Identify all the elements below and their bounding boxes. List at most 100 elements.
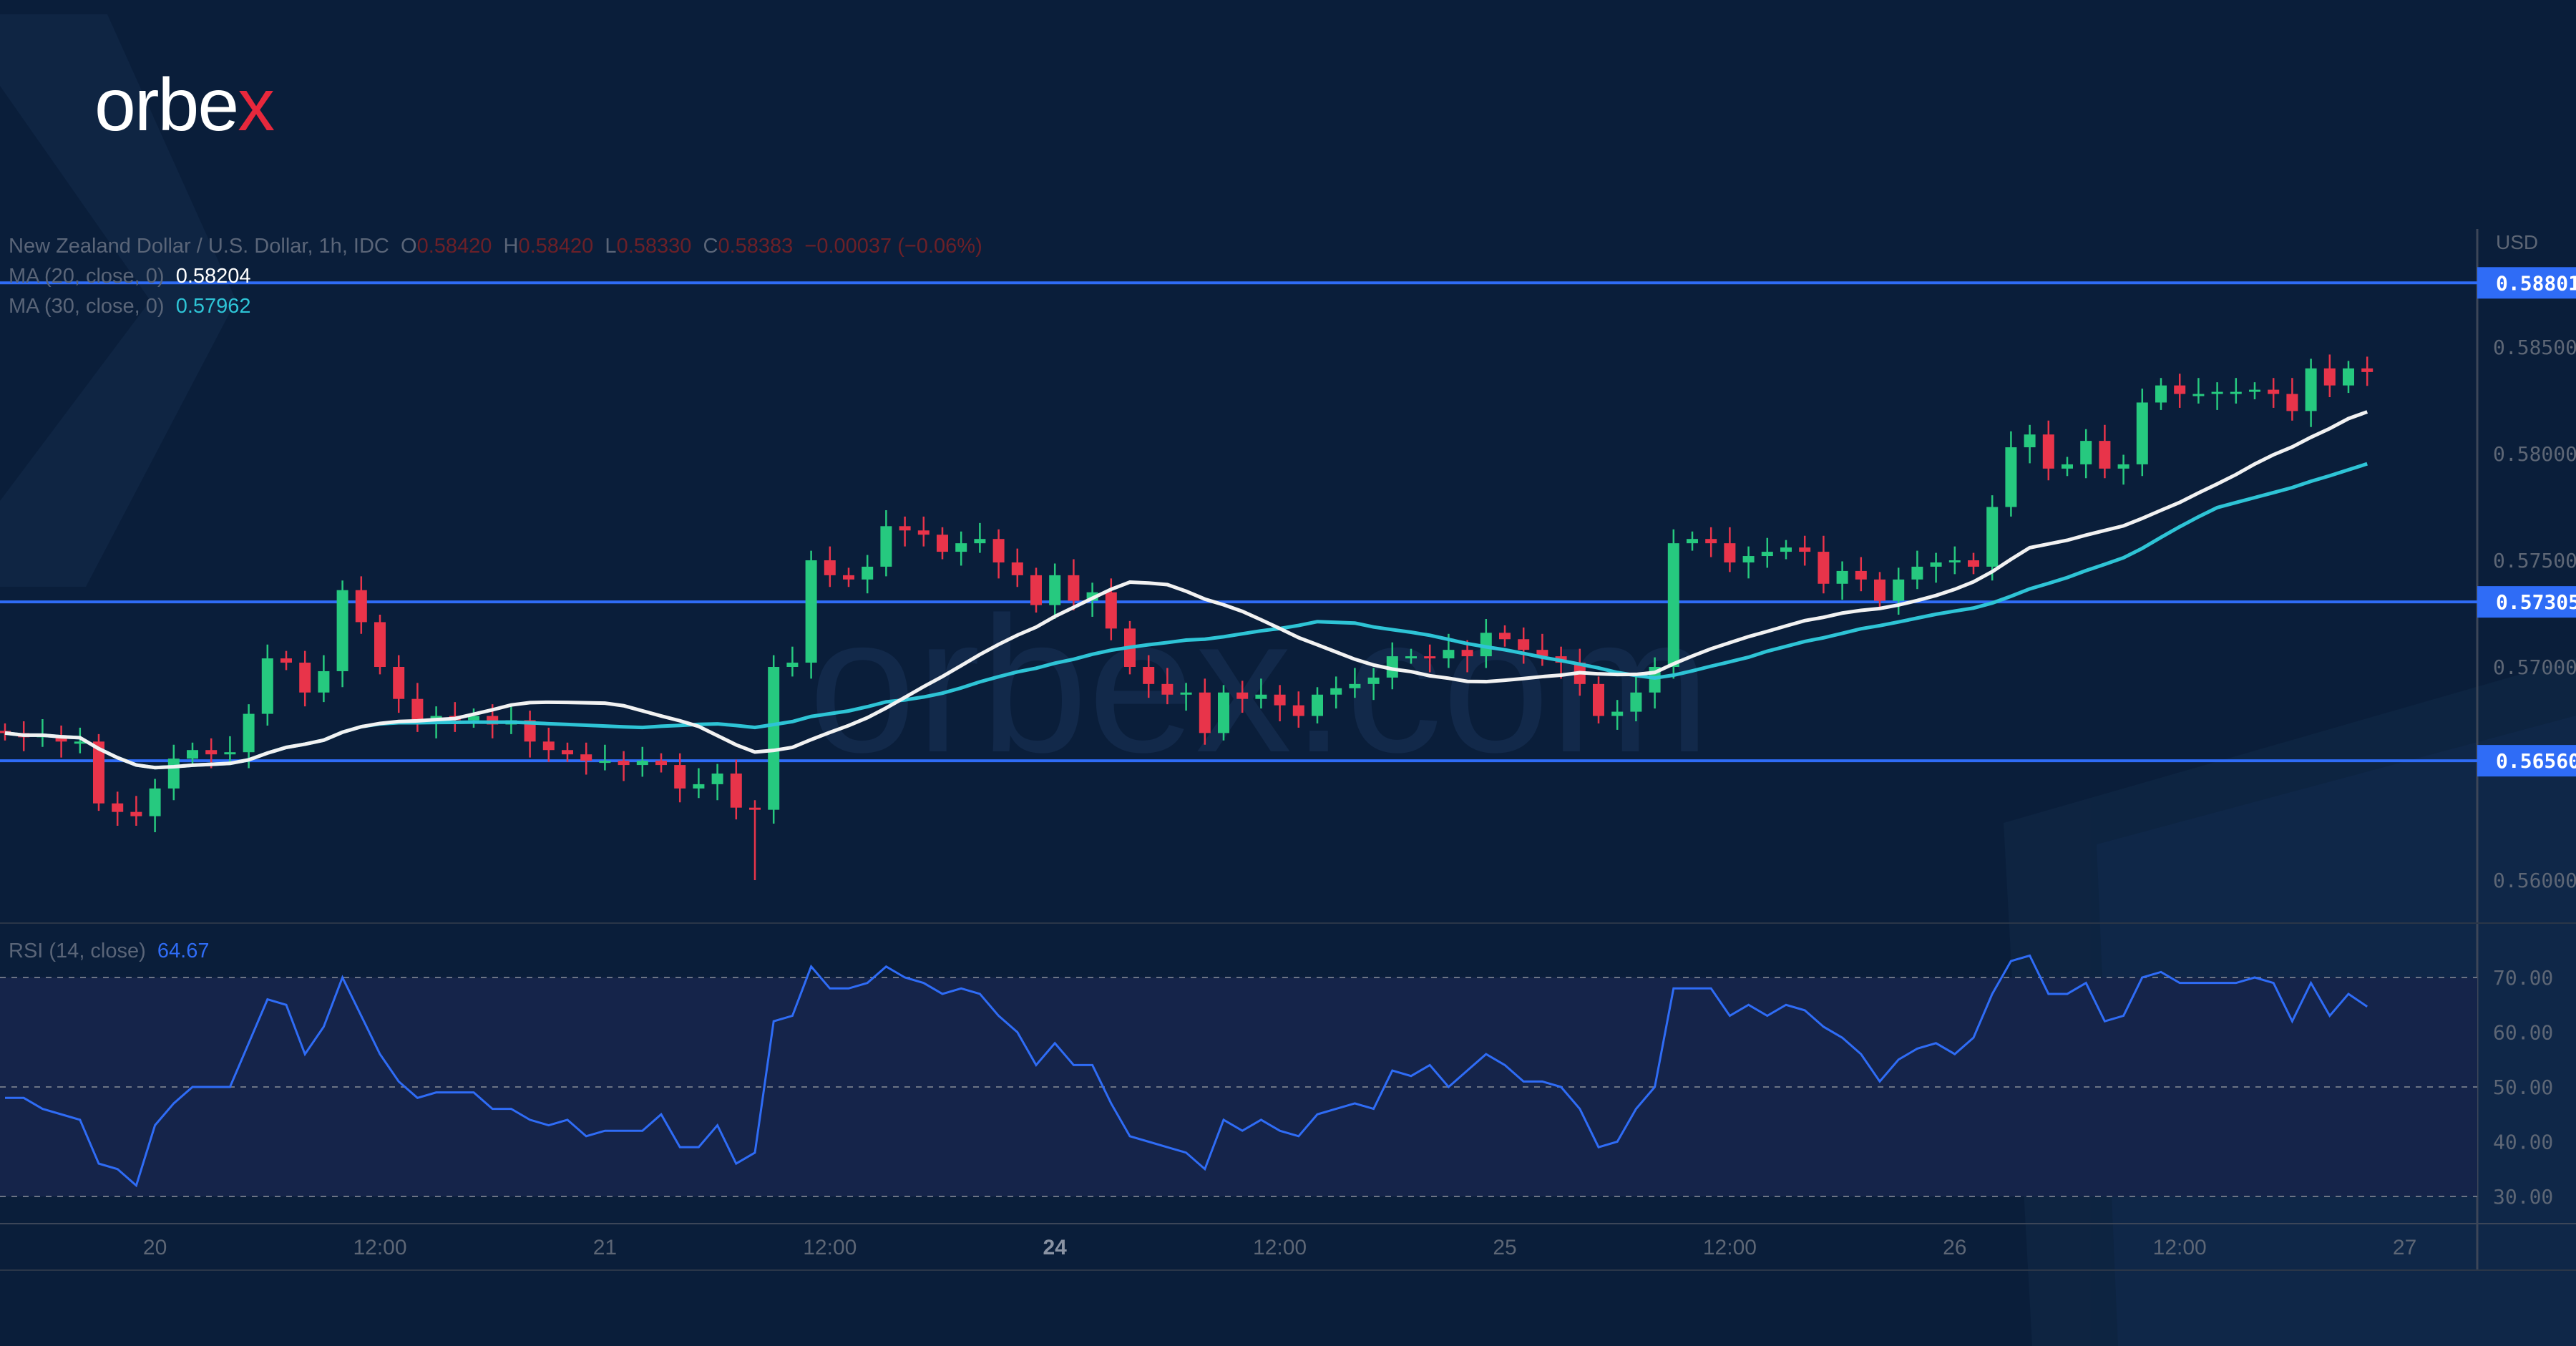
- price-tick-label: 0.56000: [2493, 869, 2576, 892]
- candle-up: [974, 539, 986, 544]
- candle-down: [1855, 570, 1867, 580]
- candle-down: [899, 526, 911, 531]
- candle-up: [1986, 507, 1999, 567]
- price-tick-label: 0.57000: [2493, 655, 2576, 679]
- candle-down: [1874, 579, 1885, 601]
- candle-up: [74, 741, 86, 744]
- time-tick-label: 12:00: [1703, 1236, 1757, 1259]
- candle-down: [1593, 683, 1604, 716]
- candle-up: [1255, 694, 1267, 699]
- candle-down: [1968, 560, 1979, 567]
- symbol-name[interactable]: New Zealand Dollar / U.S. Dollar, 1h, ID…: [9, 235, 389, 258]
- time-tick-label: 20: [143, 1236, 167, 1259]
- candle-up: [1836, 570, 1848, 584]
- candle-down: [1818, 552, 1830, 584]
- candle-up: [786, 663, 799, 667]
- candle-up: [1218, 692, 1229, 733]
- candle-up: [805, 560, 817, 663]
- candle-up: [224, 752, 236, 755]
- candle-down: [1143, 667, 1155, 684]
- ma30-legend[interactable]: MA (30, close, 0) 0.57962: [9, 295, 251, 318]
- candle-down: [130, 811, 142, 816]
- symbol-legend: New Zealand Dollar / U.S. Dollar, 1h, ID…: [9, 235, 982, 258]
- candle-down: [674, 765, 686, 789]
- candle-up: [955, 543, 967, 552]
- candle-down: [824, 560, 836, 575]
- rsi-tick-label: 50.00: [2493, 1076, 2553, 1099]
- candle-up: [2080, 441, 2092, 464]
- candle-down: [1011, 562, 1023, 575]
- price-level-label: 0.58801: [2496, 271, 2576, 295]
- candle-down: [1236, 692, 1249, 699]
- time-tick-label: 24: [1043, 1236, 1068, 1259]
- candle-up: [1780, 547, 1792, 552]
- ma20-legend[interactable]: MA (20, close, 0) 0.58204: [9, 265, 251, 288]
- close-label: C: [703, 235, 718, 258]
- candle-down: [1799, 547, 1811, 552]
- candle-down: [843, 575, 854, 580]
- candle-up: [2211, 391, 2223, 394]
- rsi-value: 64.67: [157, 940, 210, 962]
- candle-down: [374, 622, 386, 667]
- candle-up: [2005, 447, 2017, 507]
- candle-down: [1068, 575, 1080, 601]
- candle-up: [693, 784, 705, 789]
- candle-down: [1705, 539, 1717, 544]
- time-tick-label: 21: [593, 1236, 617, 1259]
- candle-down: [1424, 656, 1436, 659]
- candle-down: [1199, 692, 1211, 733]
- time-tick-label: 12:00: [2153, 1236, 2207, 1259]
- candle-down: [1499, 633, 1511, 640]
- candle-down: [2361, 368, 2373, 372]
- candle-up: [1911, 566, 1923, 580]
- logo-accent: x: [238, 64, 275, 147]
- logo-text: orbe: [94, 64, 239, 147]
- candle-up: [2155, 385, 2167, 403]
- candle-down: [1461, 650, 1473, 657]
- low-label: L: [605, 235, 617, 258]
- candle-up: [167, 759, 180, 789]
- price-level-tag: [2477, 267, 2576, 299]
- ma20-label: MA (20, close, 0): [9, 265, 165, 288]
- candle-up: [2136, 402, 2148, 464]
- candle-up: [1742, 556, 1755, 562]
- candle-down: [562, 750, 573, 755]
- candle-down: [93, 741, 104, 804]
- candle-down: [487, 716, 499, 725]
- candle-up: [1667, 543, 1679, 667]
- candle-up: [862, 566, 874, 580]
- candle-down: [2042, 434, 2054, 469]
- time-tick-label: 12:00: [1253, 1236, 1307, 1259]
- rsi-tick-label: 40.00: [2493, 1131, 2553, 1154]
- rsi-legend[interactable]: RSI (14, close) 64.67: [9, 940, 210, 963]
- candle-up: [2343, 368, 2354, 386]
- candle-up: [318, 670, 330, 693]
- candle-up: [599, 761, 611, 764]
- watermark: orbex.com: [809, 577, 1710, 793]
- candle-up: [1049, 575, 1061, 605]
- candle-up: [2024, 434, 2036, 448]
- price-level-tag: [2477, 745, 2576, 777]
- price-level-tag: [2477, 586, 2576, 618]
- candle-up: [1761, 552, 1773, 557]
- ma30-label: MA (30, close, 0): [9, 295, 165, 318]
- open-label: O: [401, 235, 417, 258]
- candle-up: [1611, 711, 1624, 716]
- time-tick-label: 26: [1943, 1236, 1966, 1259]
- candle-up: [1349, 683, 1361, 688]
- close-value: 0.58383: [718, 235, 794, 258]
- candle-up: [768, 667, 780, 810]
- candle-down: [580, 754, 592, 761]
- candle-down: [749, 807, 761, 810]
- candle-up: [2230, 391, 2242, 394]
- time-tick-label: 25: [1493, 1236, 1516, 1259]
- rsi-tick-label: 30.00: [2493, 1185, 2553, 1209]
- candle-down: [992, 539, 1005, 562]
- candle-up: [2305, 368, 2317, 411]
- candle-down: [411, 698, 424, 723]
- candle-up: [1367, 677, 1380, 684]
- high-value: 0.58420: [518, 235, 594, 258]
- candle-down: [1274, 694, 1286, 706]
- candle-up: [1330, 688, 1342, 695]
